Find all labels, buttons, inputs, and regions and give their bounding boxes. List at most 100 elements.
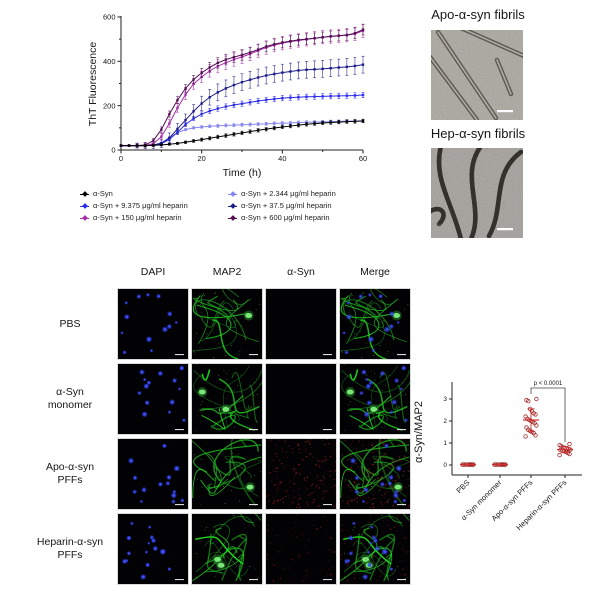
scale-bar [175,429,184,431]
scale-bar [397,579,406,581]
grid-cell-heparin-syn-pffs-map2 [191,513,263,585]
cell-content [128,443,185,504]
axes [117,16,364,154]
x-tick-label: 0 [119,154,123,163]
legend-label: α-Syn [93,189,113,198]
y-axis-label: α-Syn/MAP2 [413,401,425,463]
row-label-apo-asyn-pffs: Apo-α-syn PFFs [45,461,95,486]
legend-label: α-Syn + 2.344 μg/ml heparin [241,189,336,198]
scale-bar [175,354,184,356]
cell-content [192,514,262,582]
legend-item-heparin-600: α-Syn + 600 μg/ml heparin [228,214,396,222]
em-image-apo-fibrils [431,30,523,120]
tht-chart-legend: α-Syn α-Syn + 2.344 μg/ml heparin α-Syn … [80,190,396,222]
column-header-map2: MAP2 [212,266,242,278]
scale-bar [323,354,332,356]
cell-content [122,521,171,580]
series-0 [119,118,365,147]
grid-cell--syn-monomer-map2 [191,363,263,435]
grid-cell-pbs-dapi [117,288,189,360]
cell-content [192,289,261,359]
scale-bar [323,429,332,431]
grid-cell-pbs-merge [339,288,411,360]
legend-label: α-Syn + 150 μg/ml heparin [93,213,182,222]
scale-bar [397,429,406,431]
grid-cell--syn-monomer-merge [339,363,411,435]
grid-cell-pbs-syn [265,288,337,360]
x-axis-label: Time (h) [223,167,262,179]
y-tick-label: 0 [111,146,115,155]
scale-bar [497,228,513,231]
column-header-dapi: DAPI [140,266,166,278]
grid-cell-heparin-syn-pffs-dapi [117,513,189,585]
scatter-group-2 [523,396,539,439]
series-2 [119,92,365,147]
cell-content [340,289,409,359]
series-5 [119,24,365,148]
series-marker-icon [80,190,89,198]
legend-item-heparin-150: α-Syn + 150 μg/ml heparin [80,214,228,222]
em-title-hep: Hep-α-syn fibrils [430,126,526,141]
scatter-group-0 [460,462,476,467]
y-axis-label: ThT Fluorescence [87,42,99,127]
row-label-heparin-asyn-pffs: Heparin-α-syn PFFs [36,536,104,561]
p-value-label: p < 0.0001 [534,381,563,387]
y-tick-label: 400 [103,57,116,66]
significance-bracket [530,387,566,442]
row-label-asyn-monomer: α-Syn monomer [47,386,93,411]
fibrils [431,148,523,238]
x-tick-label: 40 [278,154,286,163]
legend-item-heparin-2344: α-Syn + 2.344 μg/ml heparin [228,190,396,198]
grid-cell-apo-syn-pffs-syn [265,438,337,510]
scale-bar [175,579,184,581]
cell-content [266,439,336,509]
cell-content [341,364,410,431]
grid-cell-apo-syn-pffs-merge [339,438,411,510]
cell-content [120,293,178,355]
cell-content [266,514,336,584]
scatter-group-1 [492,462,508,467]
series-marker-icon [80,214,89,222]
grid-cell--syn-monomer-syn [265,363,337,435]
y-tick-label: 200 [103,101,116,110]
column-header-merge: Merge [360,266,390,278]
series-marker-icon [228,214,237,222]
cell-content [193,364,262,431]
y-tick-label: 2 [443,418,447,425]
em-image-hep-fibrils [431,148,523,238]
x-tick-label: 20 [197,154,205,163]
em-title-apo: Apo-α-syn fibrils [431,7,525,22]
fibrils [431,30,523,120]
series-marker-icon [228,202,237,210]
cell-content [340,514,410,584]
grid-cell-apo-syn-pffs-map2 [191,438,263,510]
axes [449,382,582,478]
legend-label: α-Syn + 9.375 μg/ml heparin [93,201,188,210]
grid-cell-heparin-syn-pffs-syn [265,513,337,585]
scale-bar [323,504,332,506]
scale-bar [249,504,258,506]
x-tick-label: 60 [359,154,367,163]
grid-cell-heparin-syn-pffs-merge [339,513,411,585]
legend-item-asyn: α-Syn [80,190,228,198]
legend-label: α-Syn + 600 μg/ml heparin [241,213,330,222]
scale-bar [249,579,258,581]
scale-bar [497,110,513,113]
grid-cell-apo-syn-pffs-dapi [117,438,189,510]
legend-item-heparin-9375: α-Syn + 9.375 μg/ml heparin [80,202,228,210]
scale-bar [175,504,184,506]
scale-bar [323,579,332,581]
scale-bar [249,354,258,356]
grid-cell--syn-monomer-dapi [117,363,189,435]
y-tick-label: 3 [443,396,447,403]
y-tick-label: 0 [443,462,447,469]
scatter-group-3 [557,441,573,458]
cell-content [137,365,186,422]
column-header-asyn: α-Syn [287,266,315,278]
row-label-pbs: PBS [59,318,81,330]
cell-content [192,439,262,506]
cell-content [340,439,410,509]
